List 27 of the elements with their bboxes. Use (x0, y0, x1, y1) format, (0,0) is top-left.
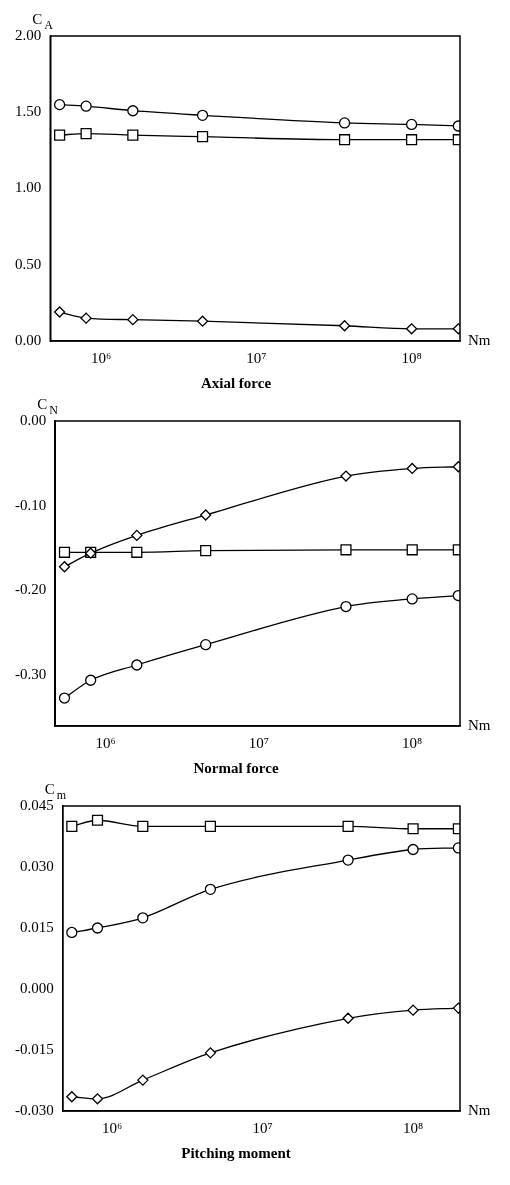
y-tick-label: 0.00 (15, 331, 42, 348)
text: Axial force (200, 374, 272, 391)
x-tick-label: 10⁶ (95, 734, 116, 751)
y-tick-label: 0.015 (20, 918, 54, 935)
y-tick-label: -0.30 (15, 666, 47, 683)
y-tick-label: 1.00 (15, 179, 42, 196)
x-tick-label: 10⁷ (252, 1119, 273, 1136)
y-tick-label: 0.030 (20, 857, 54, 874)
y-tick-label: -0.015 (15, 1040, 54, 1057)
x-tick-label: 10⁷ (248, 734, 269, 751)
x-tick-label: 10⁸ (402, 734, 423, 751)
y-tick-label: -0.20 (15, 581, 47, 598)
x-axis-title: Nm (468, 332, 491, 348)
x-tick-label: 10⁸ (402, 1119, 424, 1136)
text: Pitching moment (181, 1144, 291, 1161)
y-tick-label: -0.030 (15, 1101, 54, 1118)
x-tick-label: 10⁶ (101, 1119, 123, 1136)
y-tick-label: 1.50 (15, 103, 42, 120)
x-axis-title: Nm (468, 717, 491, 733)
x-tick-label: 10⁶ (91, 349, 112, 366)
y-tick-label: 0.50 (15, 255, 42, 272)
text: Normal force (193, 759, 279, 776)
y-tick-label: -0.10 (15, 496, 47, 513)
x-tick-label: 10⁸ (401, 349, 422, 366)
x-tick-label: 10⁷ (246, 349, 267, 366)
x-axis-title: Nm (468, 1102, 491, 1118)
y-tick-label: 0.000 (20, 979, 54, 996)
